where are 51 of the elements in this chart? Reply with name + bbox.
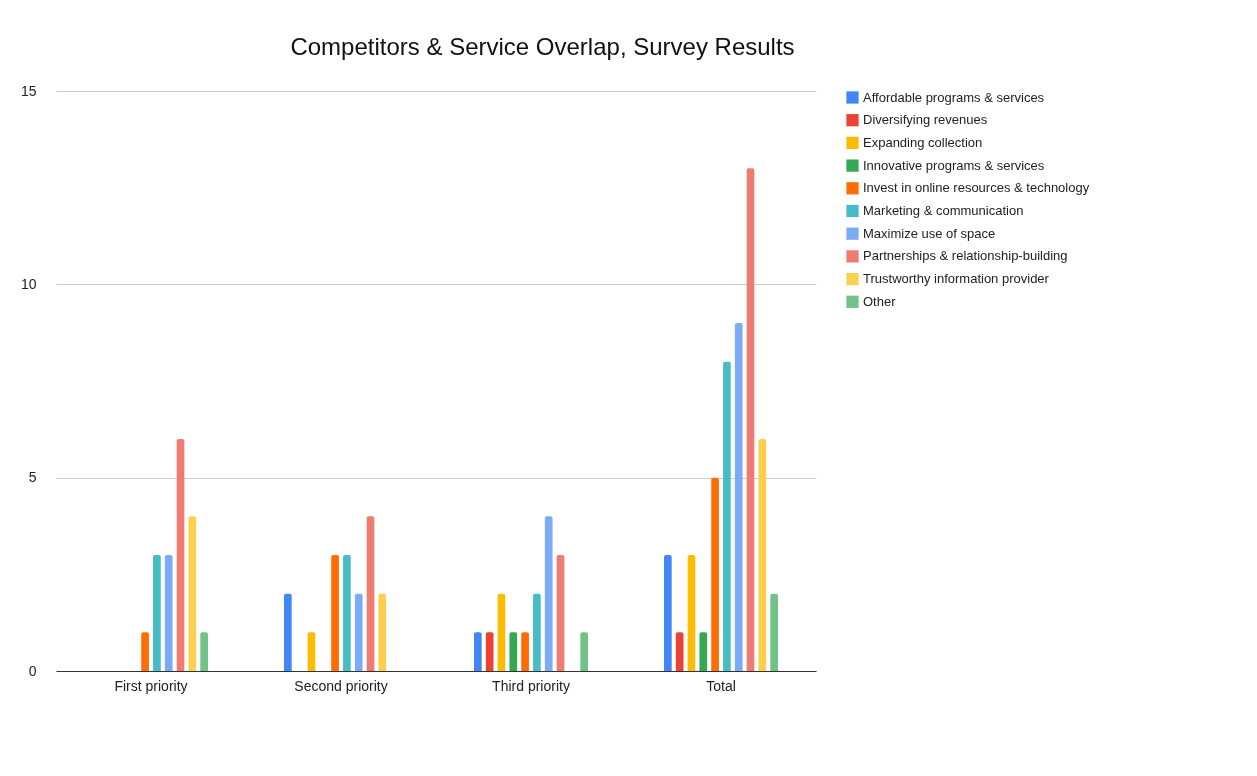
bar — [176, 439, 185, 671]
x-tick-label: Third priority — [492, 677, 570, 694]
bar — [307, 632, 316, 671]
y-tick-label: 10 — [20, 275, 37, 292]
legend-label: Maximize use of space — [863, 225, 996, 241]
bar — [200, 632, 208, 671]
y-tick-label: 0 — [28, 662, 37, 679]
bar — [366, 516, 375, 671]
bar — [141, 632, 149, 671]
bar — [556, 555, 565, 671]
bar — [474, 632, 482, 671]
x-tick-label: First priority — [114, 677, 188, 694]
bar — [711, 477, 719, 671]
legend-label: Marketing & communication — [863, 203, 1024, 218]
legend-label: Diversifying revenues — [863, 112, 988, 128]
bar — [580, 632, 588, 671]
legend-label: Invest in online resources & technology — [863, 180, 1090, 196]
bar — [354, 593, 363, 671]
legend-label: Trustworthy information provider — [863, 271, 1050, 287]
bar — [153, 555, 161, 671]
legend-label: Affordable programs & services — [863, 89, 1045, 105]
bar — [758, 439, 767, 671]
legend-label: Innovative programs & services — [863, 157, 1045, 173]
legend-label: Other — [863, 293, 897, 309]
bar — [734, 323, 743, 671]
bar — [343, 555, 351, 671]
x-tick-label: Total — [706, 677, 736, 694]
bar — [675, 632, 684, 671]
bar — [533, 593, 541, 671]
bar — [378, 593, 387, 671]
bar — [770, 593, 778, 671]
legend-label: Partnerships & relationship-building — [863, 248, 1068, 264]
bar — [699, 632, 708, 671]
bar — [509, 632, 518, 671]
bar — [331, 555, 339, 671]
bar — [521, 632, 529, 671]
bar — [188, 516, 197, 671]
chart-title: Competitors & Service Overlap, Survey Results — [290, 33, 795, 60]
bar — [544, 516, 553, 671]
bar — [284, 593, 292, 671]
x-tick-label: Second priority — [294, 677, 388, 694]
legend-label: Expanding collection — [863, 134, 983, 150]
bar — [485, 632, 494, 671]
y-tick-label: 5 — [28, 469, 37, 486]
bar — [687, 555, 696, 671]
bar — [164, 555, 173, 671]
bar — [723, 361, 731, 671]
bar — [497, 593, 506, 671]
bar — [664, 555, 672, 671]
y-tick-label: 15 — [20, 82, 37, 99]
bar — [746, 168, 755, 671]
